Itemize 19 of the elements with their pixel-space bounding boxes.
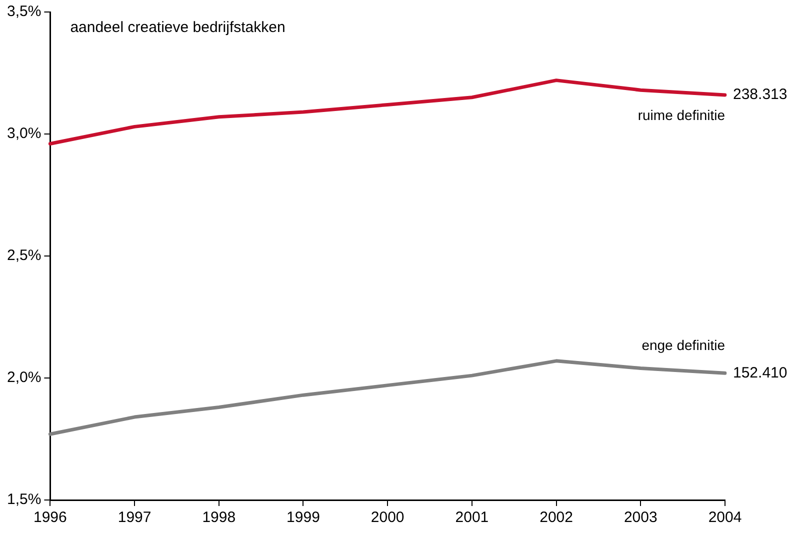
annotation: 152.410	[733, 364, 788, 382]
x-tick-label: 1996	[34, 509, 67, 526]
y-tick-label: 3,0%	[6, 125, 42, 142]
x-tick-label: 2001	[455, 509, 489, 526]
x-tick-label: 2002	[540, 509, 573, 526]
series-label: enge definitie	[642, 336, 726, 353]
y-tick-label: 3,5%	[6, 3, 42, 20]
y-tick-label: 1,5%	[6, 491, 42, 508]
x-tick-label: 2004	[708, 509, 742, 526]
y-tick-label: 2,0%	[6, 369, 42, 386]
x-tick-label: 1997	[118, 509, 152, 526]
x-tick-label: 2003	[624, 509, 658, 526]
y-axis-title: aandeel creatieve bedrijfstakken	[70, 19, 286, 36]
annotation: 238.313	[733, 86, 788, 104]
x-tick-label: 1998	[202, 509, 236, 526]
x-tick-label: 2000	[370, 509, 404, 526]
x-tick-label: 1999	[286, 509, 320, 526]
y-tick-label: 2,5%	[6, 247, 42, 264]
series-label: ruime definitie	[638, 106, 726, 123]
